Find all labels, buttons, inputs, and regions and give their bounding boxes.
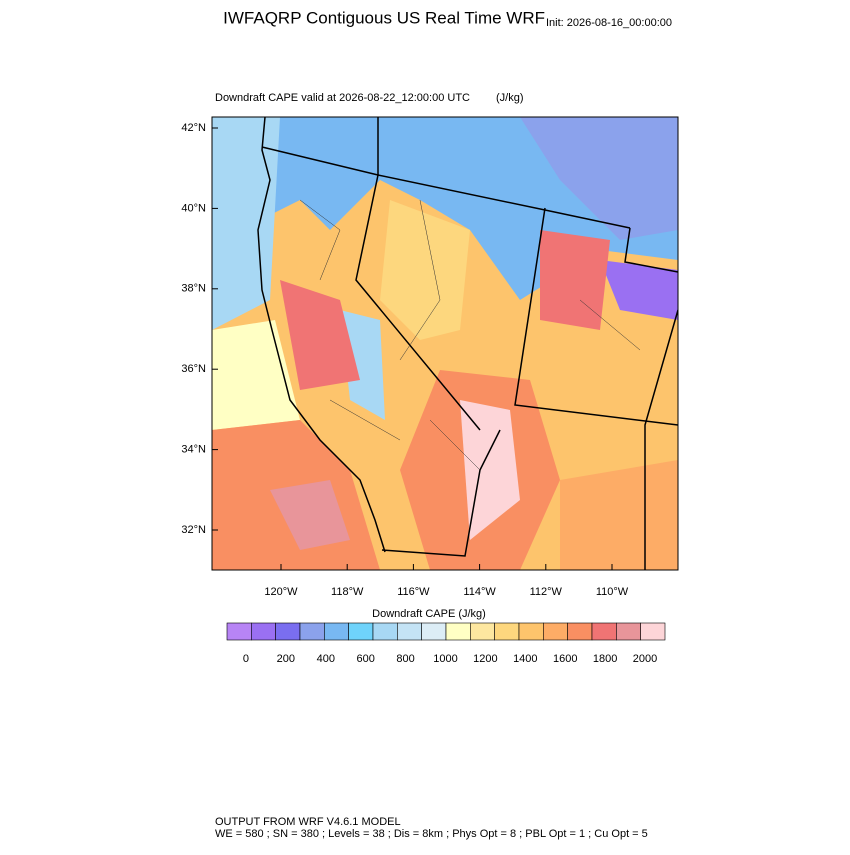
colorbar-box [591, 622, 617, 641]
colorbar-box [372, 622, 398, 641]
colorbar-box [299, 622, 325, 641]
colorbar-label: 1600 [553, 653, 577, 665]
colorbar-label: 2000 [633, 653, 657, 665]
colorbar-label: 1000 [433, 653, 457, 665]
colorbar-box [470, 622, 495, 641]
colorbar-box [324, 622, 349, 641]
lon-label: 120°W [264, 586, 298, 598]
colorbar-title: Downdraft CAPE (J/kg) [372, 608, 486, 620]
lat-label: 40°N [181, 202, 206, 214]
colorbar-label: 1800 [593, 653, 617, 665]
lat-label: 34°N [181, 444, 206, 456]
lat-label: 42°N [181, 122, 206, 134]
colorbar-box [518, 622, 544, 641]
colorbar-label: 200 [277, 653, 295, 665]
colorbar-label: 0 [243, 653, 249, 665]
colorbar-box [616, 622, 641, 641]
colorbar-box [543, 622, 568, 641]
colorbar-box [226, 622, 252, 641]
colorbar-box [348, 622, 374, 641]
lon-label: 110°W [596, 586, 629, 598]
colorbar-label: 800 [396, 653, 414, 665]
lon-label: 112°W [530, 586, 563, 598]
map-frame [211, 116, 679, 571]
lat-label: 36°N [181, 363, 206, 375]
footer-line: WE = 580 ; SN = 380 ; Levels = 38 ; Dis … [215, 828, 648, 840]
colorbar-box [251, 622, 276, 641]
colorbar-box [640, 622, 666, 641]
colorbar-box [567, 622, 593, 641]
colorbar-box [421, 622, 447, 641]
title: IWFAQRP Contiguous US Real Time WRF [223, 8, 545, 27]
init-time: Init: 2026-08-16_00:00:00 [546, 17, 672, 29]
footer-line: OUTPUT FROM WRF V4.6.1 MODEL [215, 816, 401, 828]
lon-label: 114°W [463, 586, 496, 598]
map-field [212, 117, 678, 570]
colorbar-box [445, 622, 471, 641]
colorbar-label: 600 [357, 653, 375, 665]
colorbar-box [275, 622, 301, 641]
colorbar-box [397, 622, 422, 641]
subtitle: Downdraft CAPE valid at 2026-08-22_12:00… [215, 92, 470, 104]
lat-label: 32°N [181, 524, 206, 536]
lon-label: 118°W [331, 586, 364, 598]
units: (J/kg) [496, 92, 524, 104]
lon-label: 116°W [397, 586, 430, 598]
colorbar-label: 1200 [473, 653, 497, 665]
colorbar-label: 1400 [513, 653, 537, 665]
lat-label: 38°N [181, 283, 206, 295]
colorbar-label: 400 [317, 653, 335, 665]
colorbar-box [494, 622, 520, 641]
